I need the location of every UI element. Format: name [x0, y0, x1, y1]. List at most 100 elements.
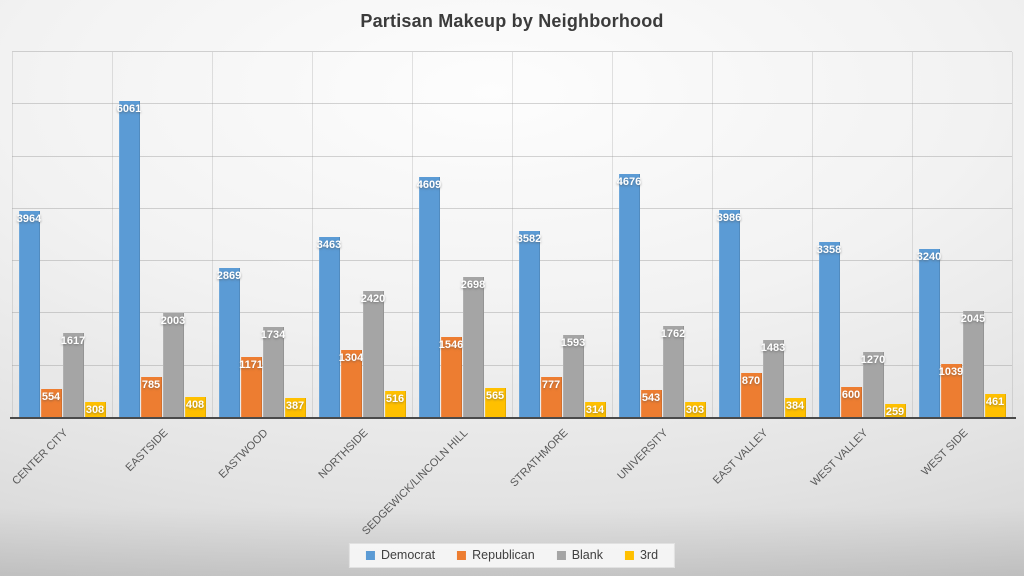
data-label: 461	[985, 395, 1005, 408]
bar-group: 3463 1304 2420 516	[312, 52, 412, 418]
bar-group: 3358 600 1270 259	[812, 52, 912, 418]
data-label: 1270	[860, 353, 886, 366]
data-label: 3964	[16, 212, 42, 225]
data-label: 565	[485, 390, 505, 403]
vertical-gridline	[112, 52, 113, 418]
category-label: WEST SIDE	[919, 427, 971, 479]
bar-blank: 1270	[860, 351, 886, 418]
bar-republican: 1039	[938, 363, 964, 418]
data-label: 3240	[916, 250, 942, 263]
bar-democrat: 3582	[516, 230, 542, 418]
data-label: 1546	[438, 339, 464, 352]
vertical-gridline	[412, 52, 413, 418]
vertical-gridline	[512, 52, 513, 418]
legend-label: Republican	[472, 548, 535, 562]
legend: Democrat Republican Blank 3rd	[348, 543, 676, 568]
vertical-gridline	[712, 52, 713, 418]
data-label: 3358	[816, 244, 842, 257]
bar-3rd: 565	[484, 388, 506, 418]
bar-republican: 1171	[239, 356, 263, 418]
bar-3rd: 461	[984, 393, 1006, 418]
legend-item: Republican	[457, 548, 535, 562]
bar-republican: 1546	[438, 337, 464, 418]
vertical-gridline	[1012, 52, 1013, 418]
data-label: 2045	[960, 313, 986, 326]
bar-republican: 777	[540, 377, 562, 418]
bar-republican: 600	[840, 386, 862, 418]
bar-republican: 543	[640, 389, 662, 418]
square-icon	[457, 550, 467, 560]
data-label: 543	[641, 391, 661, 404]
data-label: 3463	[316, 238, 342, 251]
data-label: 1039	[938, 365, 964, 378]
data-label: 1171	[239, 358, 263, 371]
data-label: 408	[185, 398, 205, 411]
bar-blank: 2003	[160, 313, 186, 418]
data-label: 777	[541, 379, 561, 392]
data-label: 3582	[516, 232, 542, 245]
chart-title: Partisan Makeup by Neighborhood	[360, 11, 664, 31]
horizontal-gridline	[12, 155, 1012, 157]
bar-democrat: 6061	[116, 101, 142, 418]
bar-blank: 1617	[60, 333, 86, 418]
bar-republican: 870	[740, 372, 762, 418]
data-label: 1762	[660, 327, 686, 340]
bar-group: 3582 777 1593 314	[512, 52, 612, 418]
bar-3rd: 408	[184, 396, 206, 418]
bar-3rd: 303	[684, 402, 706, 418]
data-label: 870	[741, 374, 761, 387]
bar-republican: 1304	[339, 349, 363, 418]
bar-group: 4676 543 1762 303	[612, 52, 712, 418]
bar-democrat: 3964	[16, 210, 42, 418]
horizontal-gridline	[12, 260, 1012, 262]
vertical-gridline	[912, 52, 913, 418]
data-label: 2869	[216, 270, 242, 282]
bar-blank: 2045	[960, 311, 986, 418]
data-label: 308	[85, 403, 105, 416]
data-label: 1617	[60, 335, 86, 348]
data-label: 259	[885, 406, 905, 419]
data-label: 384	[785, 399, 805, 412]
horizontal-gridline	[12, 207, 1012, 209]
horizontal-gridline	[12, 51, 1012, 52]
vertical-gridline	[12, 52, 13, 418]
data-label: 3986	[716, 211, 742, 224]
vertical-gridline	[812, 52, 813, 418]
bar-3rd: 259	[884, 404, 906, 419]
bar-democrat: 4676	[617, 173, 641, 418]
bar-group: 3986 870 1483 384	[712, 52, 812, 418]
bar-group: 4609 1546 2698 565	[412, 52, 512, 418]
legend-item: Democrat	[365, 548, 435, 562]
bar-3rd: 516	[384, 391, 406, 418]
bar-blank: 1734	[261, 327, 285, 418]
bar-group: 3240 1039 2045 461	[912, 52, 1012, 418]
data-label: 1483	[760, 342, 786, 355]
data-label: 2420	[360, 293, 386, 306]
vertical-gridline	[312, 52, 313, 418]
bar-blank: 2420	[360, 291, 386, 418]
bar-republican: 554	[40, 389, 62, 418]
square-icon	[365, 550, 375, 560]
bar-democrat: 3358	[816, 242, 842, 418]
horizontal-gridline	[12, 103, 1012, 105]
bar-democrat: 4609	[416, 177, 442, 418]
data-label: 2003	[160, 315, 186, 328]
bar-3rd: 387	[284, 397, 306, 418]
legend-label: Blank	[571, 548, 603, 562]
bar-group: 3964 554 1617 308	[12, 52, 112, 418]
legend-item: 3rd	[624, 548, 659, 562]
bar-3rd: 314	[584, 401, 606, 418]
bar-group: 6061 785 2003 408	[112, 52, 212, 418]
data-label: 4609	[416, 179, 442, 192]
data-label: 6061	[116, 103, 142, 116]
bar-blank: 1762	[660, 325, 686, 418]
bar-democrat: 3240	[916, 248, 942, 418]
bar-3rd: 384	[784, 397, 806, 418]
square-icon	[624, 550, 634, 560]
bar-democrat: 3986	[716, 209, 742, 418]
horizontal-gridline	[12, 364, 1012, 366]
bar-group: 2869 1171 1734 387	[212, 52, 312, 418]
data-label: 1593	[560, 336, 586, 349]
legend-label: 3rd	[639, 548, 659, 562]
